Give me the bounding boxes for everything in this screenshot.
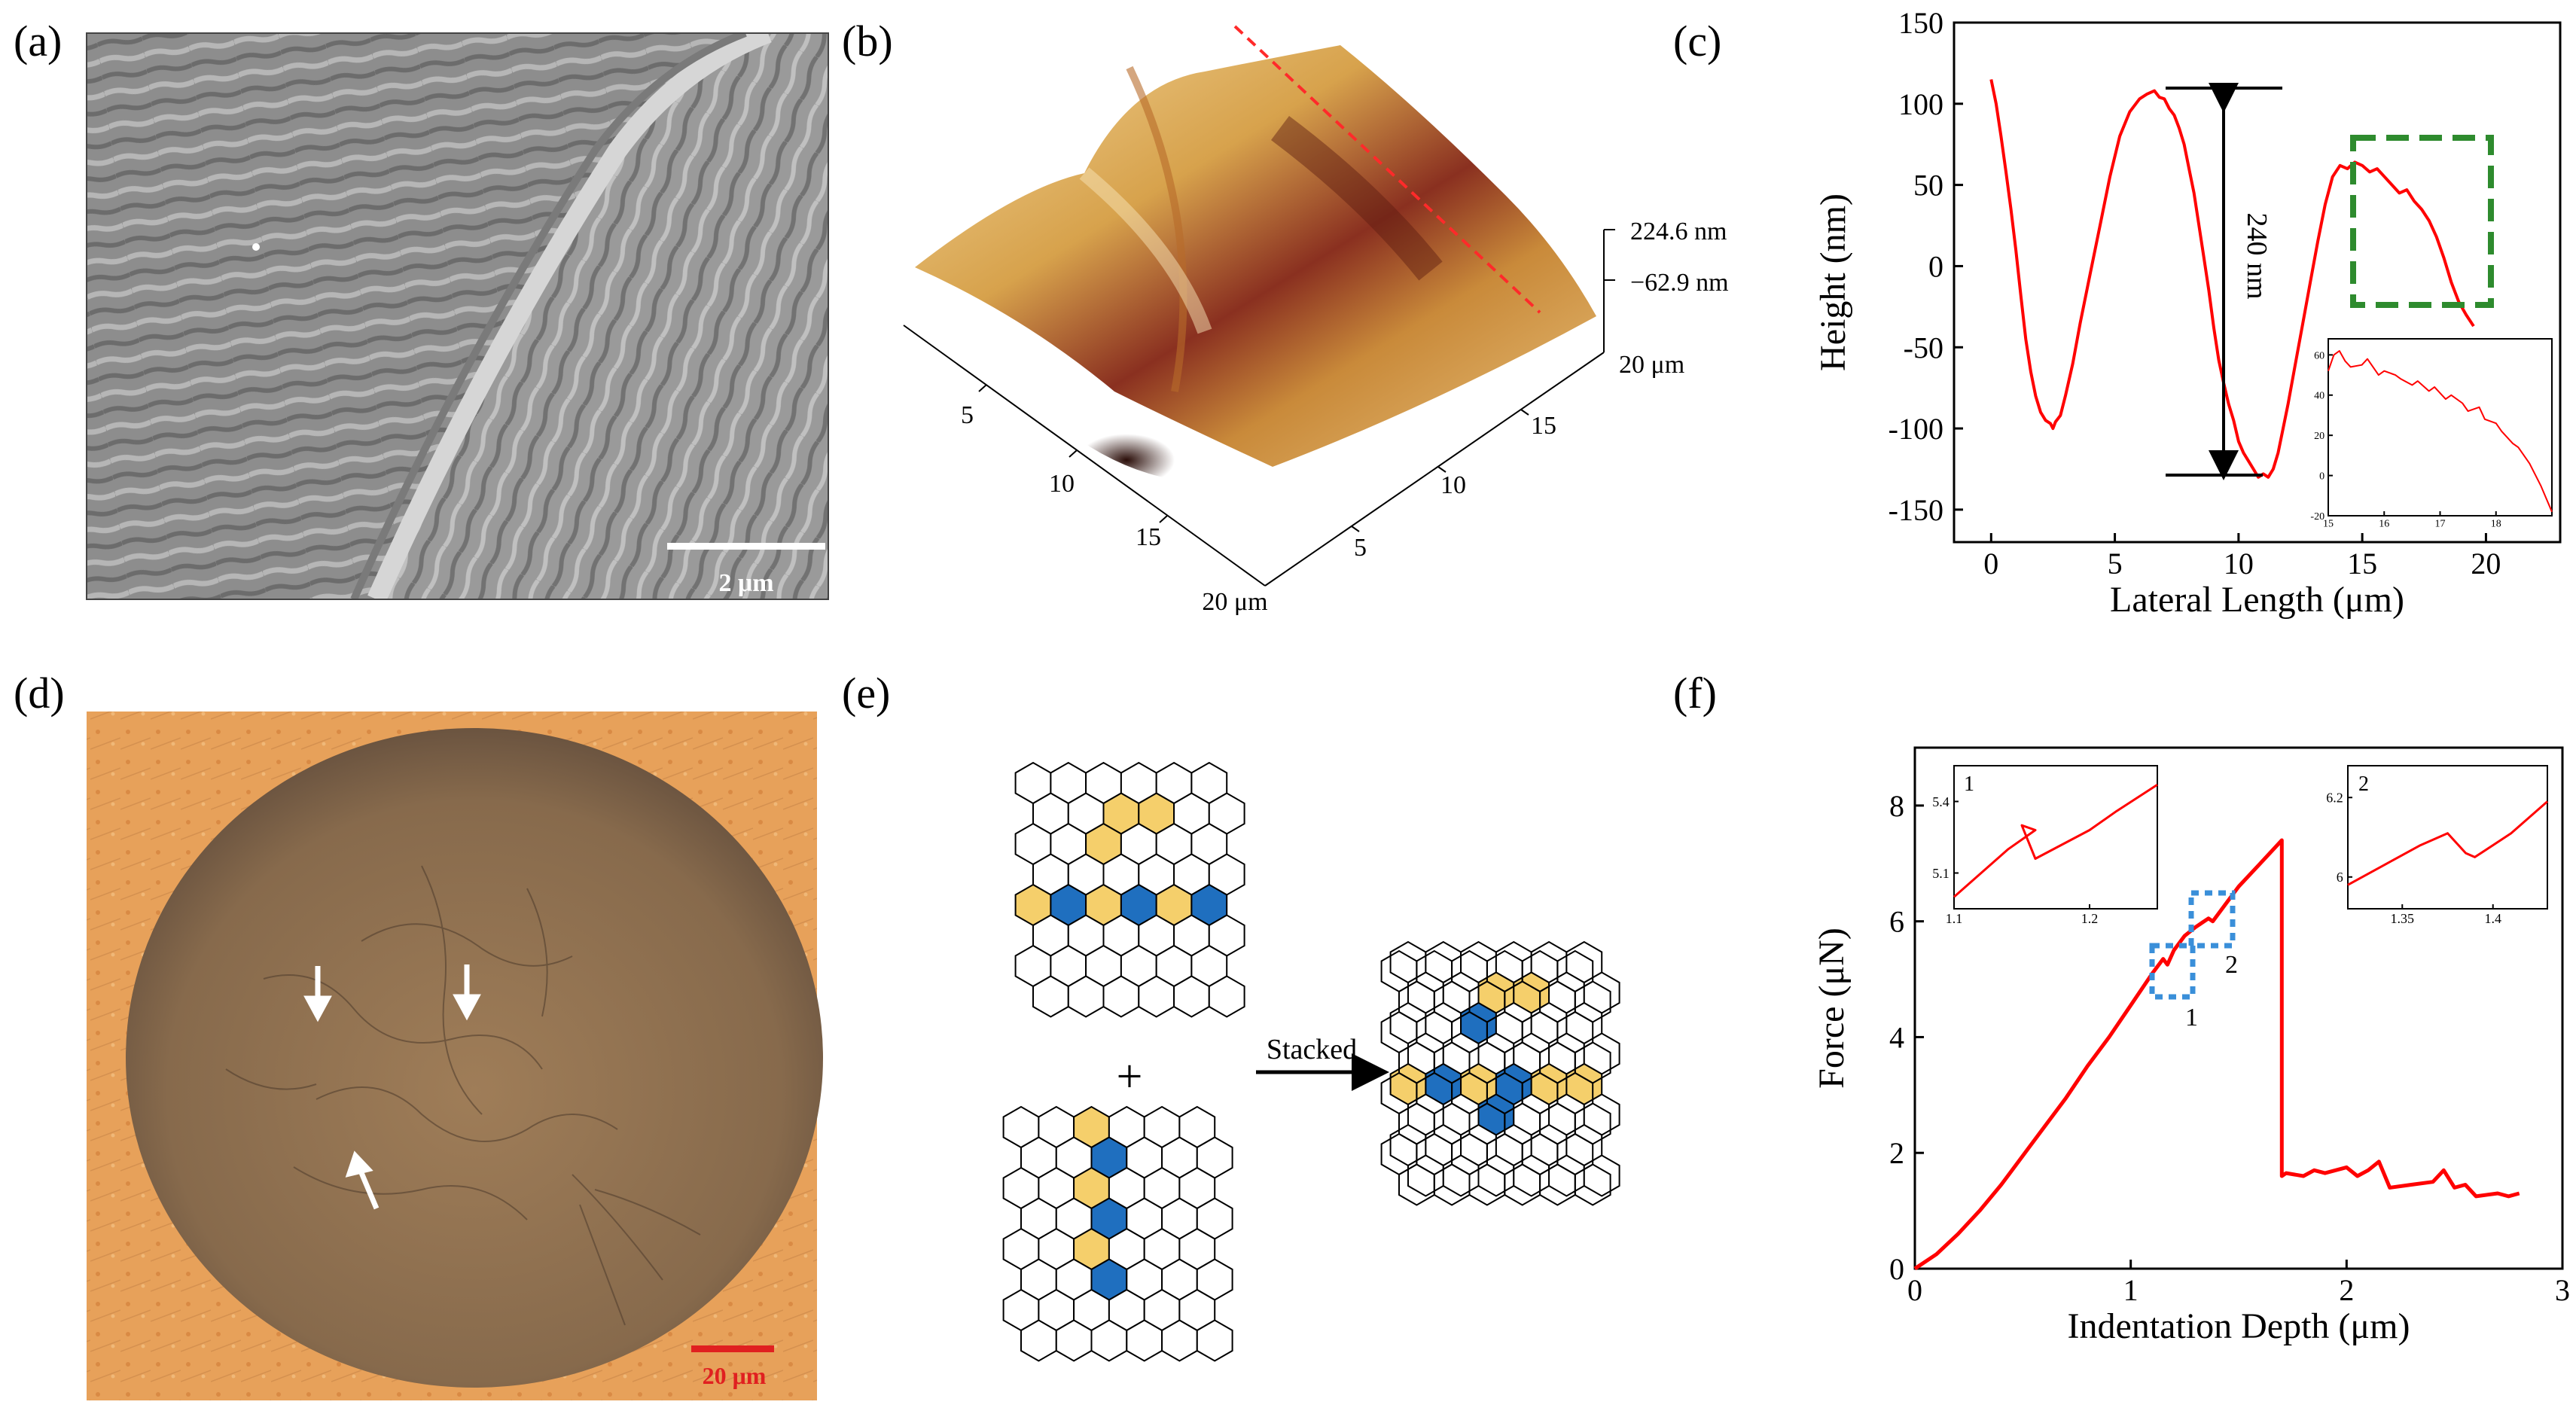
panel-f-marker-1: 1 — [2185, 1004, 2198, 1031]
panel-e-lattice-a — [1014, 761, 1245, 1018]
f-main-xlabel: Indentation Depth (μm) — [2068, 1306, 2410, 1346]
panel-b-tick-y5: 5 — [961, 401, 974, 429]
panel-d-scale-bar — [691, 1345, 774, 1352]
panel-d-arrows — [303, 964, 481, 1210]
hex-cell — [1574, 1163, 1611, 1206]
panel-f-label: (f) — [1673, 669, 1717, 718]
panel-b-tick-x15: 15 — [1531, 412, 1556, 440]
panel-b-tick-x5: 5 — [1354, 534, 1367, 562]
panel-d-scale-text: 20 μm — [703, 1362, 767, 1389]
f-inset-2-xtick-label: 1.4 — [2484, 911, 2501, 926]
f-inset-2-number: 2 — [2358, 772, 2369, 796]
f-main-series-line — [1913, 838, 2520, 1271]
f-main-ytick-label: 6 — [1889, 905, 1904, 939]
f-inset-2-frame — [2347, 765, 2548, 910]
f-main-ylabel: Force (μN) — [1812, 928, 1852, 1089]
panel-b-axes — [903, 229, 1615, 587]
f-main-ytick-label: 4 — [1889, 1020, 1904, 1054]
panel-b-tick-y20: 20 μm — [1202, 588, 1267, 616]
c-main-frame — [1953, 21, 2562, 544]
panel-d-optical-image — [87, 712, 823, 1400]
f-inset-1-frame — [1953, 765, 2158, 910]
c-inset-ytick-label: -20 — [2310, 511, 2324, 523]
c-inset-xtick-label: 16 — [2379, 519, 2389, 530]
f-main-ytick-label: 0 — [1889, 1252, 1904, 1286]
c-main-xlabel: Lateral Length (μm) — [2110, 580, 2404, 620]
c-inset-ytick-label: 0 — [2319, 471, 2324, 482]
f-main-xtick-label: 3 — [2555, 1273, 2570, 1307]
c-main-ytick-label: -50 — [1904, 331, 1943, 364]
panel-e-plus: + — [1117, 1051, 1143, 1102]
f-inset-1-series-line — [1953, 784, 2158, 898]
f-main-ytick-label: 2 — [1889, 1136, 1904, 1170]
c-inset-xtick-label: 17 — [2435, 519, 2446, 530]
f-main-xtick-label: 2 — [2339, 1273, 2354, 1307]
hex-cell — [1208, 975, 1245, 1018]
panel-b-afm-surface — [915, 45, 1596, 482]
c-inset-ytick-label: 40 — [2314, 391, 2324, 402]
f-main-frame — [1913, 746, 2564, 1270]
panel-e-arrow-label: Stacked — [1267, 1034, 1357, 1065]
panel-f-inset-2: 1.35 1.4 6 6.2 2 — [2326, 765, 2548, 926]
panel-e-label: (e) — [842, 669, 890, 718]
panel-a-frame — [86, 32, 829, 600]
f-inset-1-ytick-label: 5.4 — [1932, 794, 1950, 809]
c-main-xtick-label: 10 — [2224, 547, 2254, 580]
panel-c-annotations — [2166, 83, 2494, 480]
panel-a-scale-bar — [667, 543, 825, 550]
panel-a-label: (a) — [14, 17, 62, 66]
panel-c-inset: 15 16 17 18 -20 0 20 40 60 — [2310, 338, 2553, 530]
c-main-xtick-label: 0 — [1983, 547, 1998, 580]
c-inset-ytick-label: 60 — [2314, 350, 2324, 361]
c-main-ytick-label: 150 — [1898, 6, 1943, 40]
panel-b-profile-line — [1233, 25, 1541, 314]
c-main-ylabel: Height (nm) — [1813, 193, 1853, 371]
panel-b-tick-x20: 20 μm — [1619, 351, 1684, 379]
c-main-ytick-label: 100 — [1898, 87, 1943, 121]
panel-b-tick-y15: 15 — [1136, 523, 1161, 551]
f-inset-1-xtick-label: 1.2 — [2081, 911, 2099, 926]
panel-b-zmax: 224.6 nm — [1630, 218, 1727, 245]
panel-b-tick-y10: 10 — [1049, 470, 1075, 498]
f-inset-1-ytick-label: 5.1 — [1932, 866, 1950, 881]
panel-c-annotation-text: 240 nm — [2241, 212, 2273, 299]
f-main-ytick-label: 8 — [1889, 789, 1904, 823]
panel-f-zoom-boxes — [2149, 890, 2236, 1000]
panel-e-lattice-b — [1002, 1105, 1233, 1362]
c-main-ytick-label: 50 — [1913, 169, 1943, 203]
c-main-xtick-label: 20 — [2471, 547, 2501, 580]
c-inset-xtick-label: 18 — [2491, 519, 2501, 530]
panel-b-tick-x10: 10 — [1440, 471, 1466, 499]
c-inset-xtick-label: 15 — [2323, 519, 2334, 530]
c-inset-series-line — [2328, 350, 2553, 513]
panel-f-marker-2: 2 — [2225, 951, 2238, 979]
panel-c-label: (c) — [1673, 17, 1721, 66]
f-main-xtick-label: 1 — [2123, 1273, 2139, 1307]
f-inset-2-ytick-label: 6.2 — [2326, 791, 2343, 806]
panel-a-sem-image — [87, 33, 828, 599]
c-main-ytick-label: -100 — [1889, 412, 1943, 446]
c-main-ytick-label: -150 — [1889, 493, 1943, 527]
panel-b-label: (b) — [842, 17, 893, 66]
panel-a-scale-text: 2 μm — [718, 569, 773, 597]
f-inset-2-series-line — [2347, 800, 2548, 886]
hex-cell — [1196, 1319, 1233, 1362]
f-main-xtick-label: 0 — [1907, 1273, 1922, 1307]
panel-e-lattice-stacked — [1380, 940, 1620, 1206]
panel-d-label: (d) — [14, 669, 65, 718]
c-main-xtick-label: 5 — [2108, 547, 2123, 580]
panel-f-inset-1: 1.1 1.2 5.1 5.4 1 — [1932, 765, 2158, 926]
c-main-ytick-label: 0 — [1928, 249, 1943, 283]
f-inset-2-ytick-label: 6 — [2337, 870, 2343, 885]
f-inset-1-xtick-label: 1.1 — [1946, 911, 1963, 926]
c-main-xtick-label: 15 — [2347, 547, 2377, 580]
panel-b-zmin: −62.9 nm — [1630, 269, 1729, 297]
f-inset-1-number: 1 — [1964, 772, 1974, 796]
f-inset-2-xtick-label: 1.35 — [2391, 911, 2415, 926]
c-inset-ytick-label: 20 — [2314, 431, 2324, 442]
